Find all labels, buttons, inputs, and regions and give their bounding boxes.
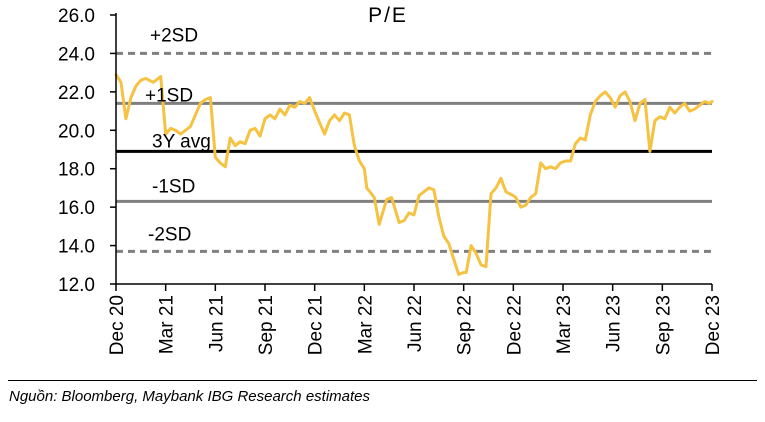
x-tick-label: Sep 23 (653, 295, 674, 355)
x-tick-label: Jun 22 (405, 295, 426, 352)
y-tick-label: 12.0 (58, 275, 95, 296)
x-tick-label: Mar 23 (554, 295, 575, 354)
y-tick-label: 18.0 (58, 160, 95, 181)
x-tick-label: Dec 23 (703, 295, 724, 355)
refline-label: +2SD (150, 25, 198, 46)
y-tick-label: 16.0 (58, 198, 95, 219)
y-tick-label: 24.0 (58, 44, 95, 65)
x-tick-label: Jun 21 (206, 295, 227, 352)
y-tick-label: 20.0 (58, 121, 95, 142)
x-tick-label: Mar 22 (355, 295, 376, 354)
x-tick-label: Dec 20 (107, 295, 128, 355)
chart-title: P/E (368, 4, 408, 27)
axes (110, 13, 713, 291)
y-tick-label: 26.0 (58, 6, 95, 27)
x-tick-label: Dec 21 (306, 295, 327, 355)
x-tick-label: Mar 21 (157, 295, 178, 354)
x-tick-label: Sep 21 (256, 295, 277, 355)
y-tick-label: 14.0 (58, 237, 95, 258)
refline-label: +1SD (145, 85, 193, 106)
refline-label: 3Y avg (152, 131, 211, 152)
reference-lines (116, 51, 712, 253)
labels: +2SD +1SD 3Y avg -1SD -2SD 12.0 14.0 16.0 18.0 20… (58, 6, 724, 355)
refline-label: -1SD (152, 176, 195, 197)
series-line-pe (114, 73, 714, 276)
x-tick-label: Sep 22 (455, 295, 476, 355)
refline-label: -2SD (148, 224, 191, 245)
x-tick-label: Jun 23 (604, 295, 625, 352)
source-note: Nguồn: Bloomberg, Maybank IBG Research e… (9, 388, 371, 405)
source-divider (8, 380, 757, 381)
pe-chart: +2SD +1SD 3Y avg -1SD -2SD 12.0 14.0 16.0 18.0 20… (58, 4, 724, 355)
pe-series (114, 73, 714, 276)
y-tick-label: 22.0 (58, 83, 95, 104)
x-tick-label: Dec 22 (504, 295, 525, 355)
